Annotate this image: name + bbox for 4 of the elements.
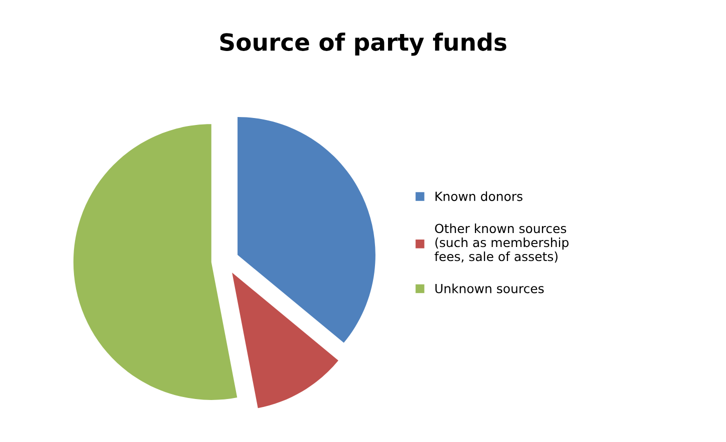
legend-label: Unknown sources [435, 284, 544, 294]
legend-label: Other known sources (such as membership fees, sale of assets) [434, 223, 569, 263]
chart-title: Source of party funds [220, 32, 506, 56]
legend-label: Known donors [436, 191, 522, 202]
